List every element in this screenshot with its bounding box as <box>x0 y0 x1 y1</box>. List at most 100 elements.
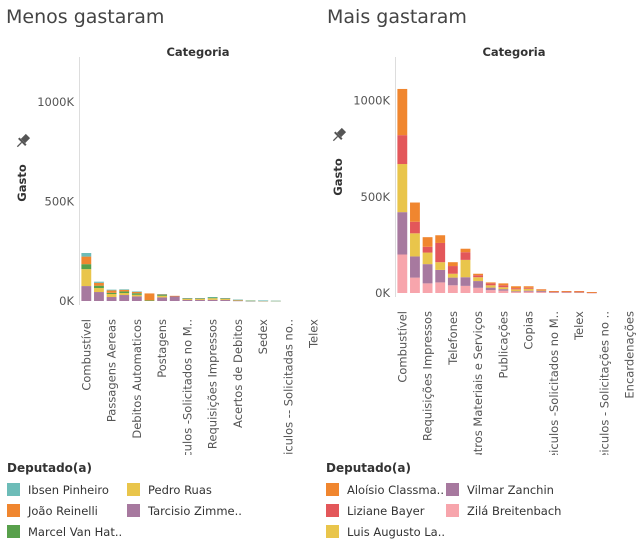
bar-segment[interactable] <box>511 286 521 289</box>
bar-segment[interactable] <box>220 298 231 299</box>
bar-segment[interactable] <box>410 221 420 234</box>
bar-segment[interactable] <box>182 300 193 301</box>
right-bar-chart[interactable]: Categoria 0K 500K 1000K Gasto Combustível Requ… <box>320 0 641 455</box>
bar-segment[interactable] <box>498 285 509 288</box>
bar-segment[interactable] <box>435 235 446 243</box>
bar-segment[interactable] <box>410 256 420 278</box>
bar-segment[interactable] <box>548 291 559 293</box>
bar-segment[interactable] <box>498 283 509 286</box>
bar-segment[interactable] <box>81 256 92 265</box>
bar-segment[interactable] <box>422 237 433 247</box>
bar-segment[interactable] <box>574 292 585 294</box>
bar-segment[interactable] <box>574 292 585 293</box>
bar-segment[interactable] <box>207 297 218 298</box>
bar-segment[interactable] <box>574 291 585 292</box>
legend-item[interactable]: Luis Augusto La.. <box>326 523 446 540</box>
bar-segment[interactable] <box>410 277 420 293</box>
bar-segment[interactable] <box>548 292 559 294</box>
bar-segment[interactable] <box>536 290 547 292</box>
bar-segment[interactable] <box>131 291 142 293</box>
bar-segment[interactable] <box>144 293 155 301</box>
bar-segment[interactable] <box>131 296 142 301</box>
bar-segment[interactable] <box>94 288 104 293</box>
bar-segment[interactable] <box>131 294 142 297</box>
bar-segment[interactable] <box>536 292 547 293</box>
bar-segment[interactable] <box>81 253 92 257</box>
bar-segment[interactable] <box>523 286 534 288</box>
pin-icon[interactable] <box>330 127 348 145</box>
bar-segment[interactable] <box>195 299 205 301</box>
bar-segment[interactable] <box>119 289 130 290</box>
bar-segment[interactable] <box>422 252 433 265</box>
bar-segment[interactable] <box>157 294 168 295</box>
legend-item[interactable]: Vilmar Zanchin <box>446 481 616 498</box>
bar-segment[interactable] <box>119 291 130 294</box>
bar-segment[interactable] <box>207 297 218 299</box>
bar-segment[interactable] <box>106 290 117 293</box>
bar-segment[interactable] <box>473 277 484 282</box>
bar-segment[interactable] <box>561 291 572 292</box>
legend-item[interactable]: Zilá Breitenbach <box>446 502 616 519</box>
bar-segment[interactable] <box>561 291 572 293</box>
bar-segment[interactable] <box>498 289 509 291</box>
bar-segment[interactable] <box>586 292 597 293</box>
bar-segment[interactable] <box>473 281 484 288</box>
bar-segment[interactable] <box>245 300 256 302</box>
bar-segment[interactable] <box>157 294 168 296</box>
bar-segment[interactable] <box>548 291 559 292</box>
bar-segment[interactable] <box>106 292 117 295</box>
bar-segment[interactable] <box>561 292 572 294</box>
bar-segment[interactable] <box>485 290 496 293</box>
bar-segment[interactable] <box>119 289 130 292</box>
bar-segment[interactable] <box>94 281 104 283</box>
bar-segment[interactable] <box>410 233 420 257</box>
bar-segment[interactable] <box>422 283 433 293</box>
bar-segment[interactable] <box>498 287 509 290</box>
bar-segment[interactable] <box>473 275 484 278</box>
bar-segment[interactable] <box>131 293 142 295</box>
bar-segment[interactable] <box>511 289 521 292</box>
bar-segment[interactable] <box>169 295 180 297</box>
bar-segment[interactable] <box>131 291 142 294</box>
bar-segment[interactable] <box>523 291 534 293</box>
bar-segment[interactable] <box>157 294 168 296</box>
bar-segment[interactable] <box>94 282 104 286</box>
legend-item[interactable]: Ibsen Pinheiro <box>7 481 127 498</box>
bar-segment[interactable] <box>81 264 92 270</box>
bar-segment[interactable] <box>220 299 231 301</box>
bar-segment[interactable] <box>435 262 446 270</box>
bar-segment[interactable] <box>397 135 408 165</box>
bar-segment[interactable] <box>106 294 117 298</box>
bar-segment[interactable] <box>195 298 205 299</box>
bar-segment[interactable] <box>81 286 92 301</box>
bar-segment[interactable] <box>485 287 496 291</box>
bar-segment[interactable] <box>220 300 231 301</box>
bar-segment[interactable] <box>536 289 547 291</box>
bar-segment[interactable] <box>574 291 585 293</box>
bar-segment[interactable] <box>397 164 408 213</box>
bar-segment[interactable] <box>81 269 92 287</box>
bar-segment[interactable] <box>144 300 155 302</box>
bar-segment[interactable] <box>536 289 547 290</box>
bar-segment[interactable] <box>511 288 521 290</box>
bar-segment[interactable] <box>94 292 104 301</box>
bar-segment[interactable] <box>422 246 433 253</box>
bar-segment[interactable] <box>498 290 509 293</box>
bar-segment[interactable] <box>460 248 471 253</box>
pin-icon[interactable] <box>14 133 32 151</box>
bar-segment[interactable] <box>270 300 281 302</box>
bar-segment[interactable] <box>157 297 168 301</box>
legend-item[interactable]: João Reinelli <box>7 502 127 519</box>
legend-item[interactable]: Tarcisio Zimme.. <box>127 502 297 519</box>
bar-segment[interactable] <box>435 282 446 293</box>
bar-segment[interactable] <box>447 273 458 278</box>
legend-item[interactable]: Marcel Van Hat.. <box>7 523 127 540</box>
bar-segment[interactable] <box>485 282 496 284</box>
legend-item[interactable]: Pedro Ruas <box>127 481 297 498</box>
bar-segment[interactable] <box>447 262 458 267</box>
bar-segment[interactable] <box>397 212 408 255</box>
bar-segment[interactable] <box>157 295 168 298</box>
bar-segment[interactable] <box>106 297 117 301</box>
bar-segment[interactable] <box>119 293 130 296</box>
bar-segment[interactable] <box>94 285 104 289</box>
